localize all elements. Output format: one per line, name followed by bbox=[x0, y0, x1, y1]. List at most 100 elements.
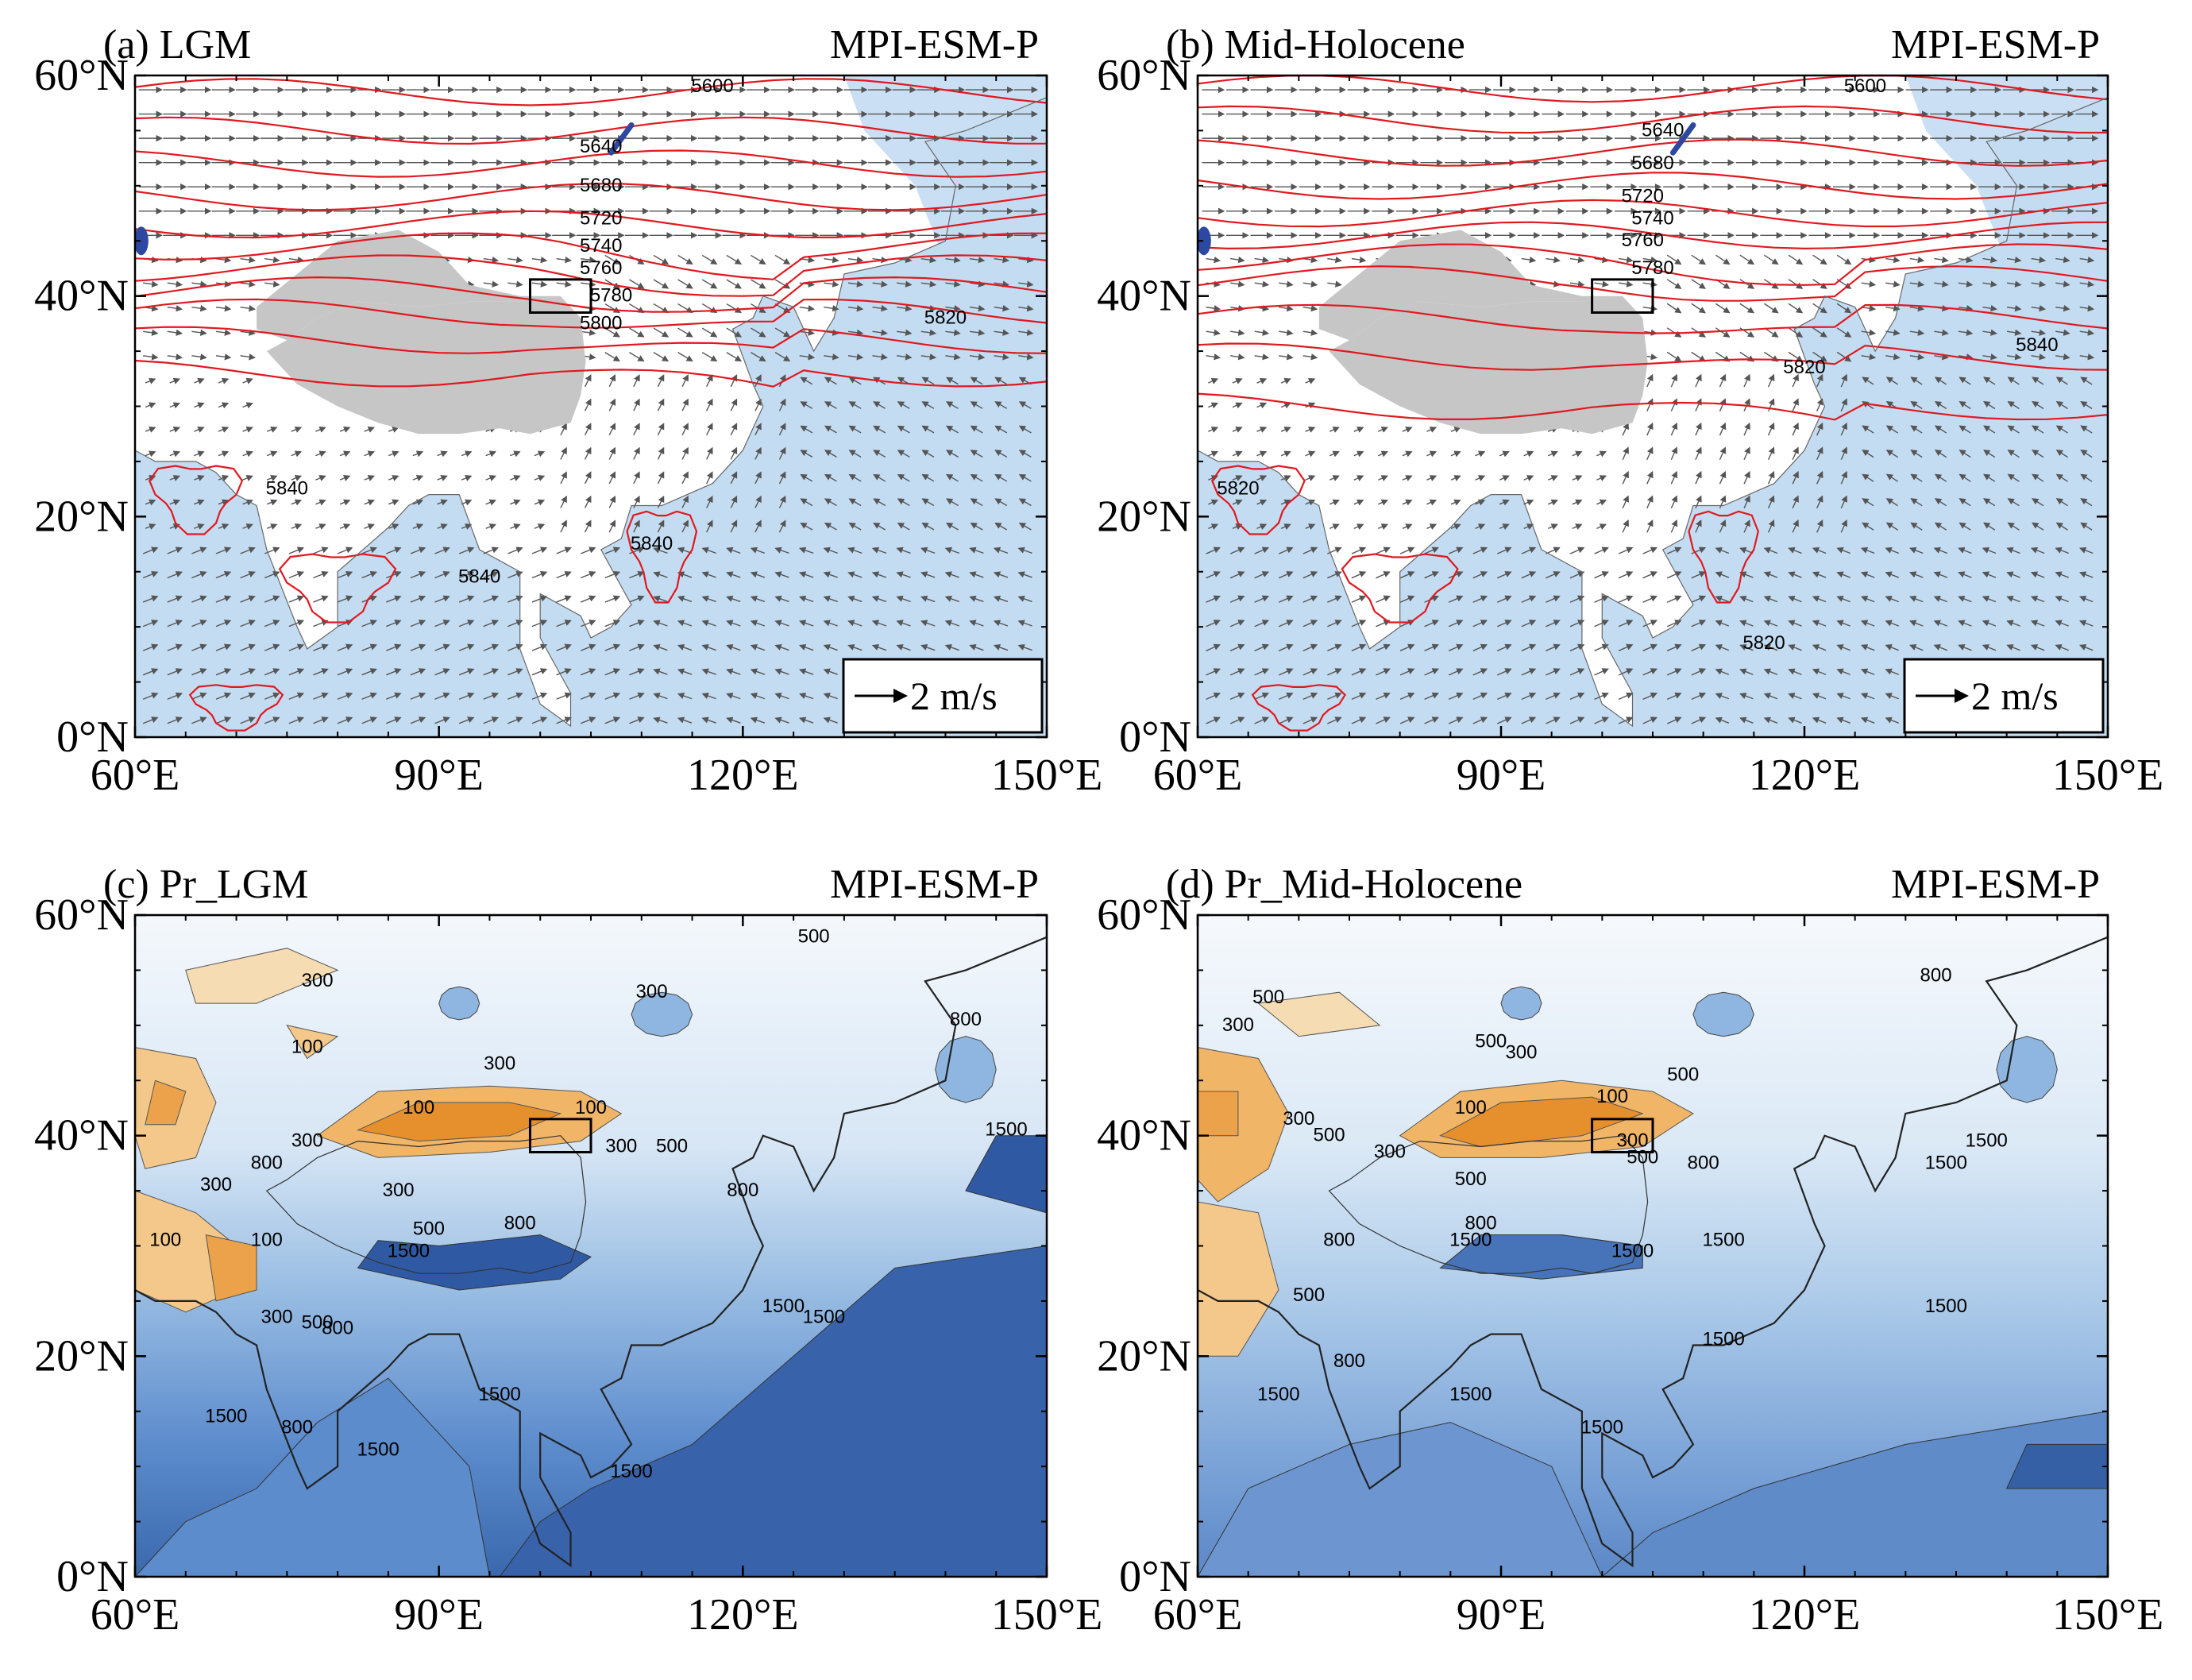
lat-tick-label: 0°N bbox=[56, 713, 129, 762]
model-name: MPI-ESM-P bbox=[830, 862, 1039, 907]
contour-label: 5720 bbox=[580, 207, 622, 229]
lat-tick-label: 0°N bbox=[1119, 713, 1191, 762]
contour-label: 5760 bbox=[580, 257, 622, 279]
lat-tick-label: 0°N bbox=[1119, 1552, 1191, 1601]
model-name: MPI-ESM-P bbox=[830, 22, 1039, 68]
contour-label: 100 bbox=[1455, 1097, 1487, 1118]
lat-tick-label: 60°N bbox=[1097, 890, 1191, 940]
contour-label: 5680 bbox=[1631, 153, 1673, 174]
contour-label: 800 bbox=[504, 1213, 536, 1234]
dry-regions bbox=[1198, 991, 1694, 1357]
lat-tick-label: 20°N bbox=[1097, 1331, 1191, 1381]
panel-label: (c) Pr_LGM bbox=[103, 862, 309, 907]
contour-label: 800 bbox=[1688, 1152, 1719, 1173]
lake-baikal bbox=[608, 122, 635, 156]
coastline bbox=[1198, 915, 2108, 1568]
contour-label: 800 bbox=[251, 1152, 283, 1173]
lon-tick-label: 150°E bbox=[991, 751, 1103, 800]
contour-label: 800 bbox=[1920, 964, 1952, 986]
contour-label: 1500 bbox=[803, 1307, 845, 1328]
contour-label: 100 bbox=[291, 1037, 323, 1058]
contour-label: 5780 bbox=[590, 285, 632, 307]
lon-tick-label: 150°E bbox=[2052, 751, 2164, 800]
lake-baikal bbox=[1669, 122, 1696, 156]
contour-label: 300 bbox=[383, 1180, 415, 1201]
contour-label: 300 bbox=[1505, 1041, 1537, 1063]
contour-label: 1500 bbox=[610, 1461, 652, 1482]
contour-label: 5760 bbox=[1622, 230, 1664, 251]
contour-label: 800 bbox=[322, 1318, 353, 1339]
reference-vector: 2 m/s bbox=[842, 658, 1044, 734]
contour-label: 500 bbox=[1455, 1168, 1487, 1190]
contour-label: 5840 bbox=[458, 566, 500, 588]
contour-label: 1500 bbox=[762, 1296, 805, 1317]
wet-regions bbox=[135, 1135, 1047, 1577]
contour-label: 5600 bbox=[1844, 75, 1886, 97]
lat-tick-label: 40°N bbox=[34, 272, 129, 321]
lon-tick-label: 90°E bbox=[394, 1590, 484, 1639]
contour-label: 1500 bbox=[1966, 1130, 2008, 1152]
panel-label: (a) LGM bbox=[103, 22, 251, 68]
contour-label: 800 bbox=[281, 1417, 313, 1439]
contour-label: 800 bbox=[1323, 1230, 1355, 1251]
contour-label: 100 bbox=[403, 1097, 434, 1118]
contour-label: 1500 bbox=[1449, 1384, 1492, 1405]
contour-label: 1500 bbox=[1581, 1417, 1623, 1439]
panel-label: (d) Pr_Mid-Holocene bbox=[1166, 862, 1522, 907]
lat-tick-label: 40°N bbox=[34, 1111, 129, 1161]
contour-label: 1500 bbox=[1257, 1384, 1299, 1405]
contour-label: 5740 bbox=[1631, 207, 1673, 229]
contour-label: 300 bbox=[302, 970, 334, 991]
contour-label: 1500 bbox=[1702, 1328, 1744, 1350]
contour-label: 800 bbox=[1465, 1213, 1497, 1234]
contour-label: 500 bbox=[1667, 1064, 1699, 1085]
contour-label: 5840 bbox=[266, 478, 308, 500]
contour-label: 5780 bbox=[1631, 257, 1673, 279]
lon-tick-label: 60°E bbox=[91, 1590, 180, 1639]
contour-label: 5820 bbox=[1217, 478, 1259, 500]
contour-label: 500 bbox=[1475, 1031, 1507, 1052]
contour-label: 5680 bbox=[580, 175, 622, 196]
lat-tick-label: 60°N bbox=[34, 51, 129, 100]
model-name: MPI-ESM-P bbox=[1891, 22, 2100, 68]
lon-tick-label: 60°E bbox=[1153, 1590, 1243, 1639]
contour-label: 500 bbox=[302, 1312, 334, 1334]
contour-label: 300 bbox=[1222, 1014, 1254, 1036]
contour-label: 500 bbox=[656, 1135, 688, 1157]
contour-label: 500 bbox=[1293, 1284, 1325, 1306]
contour-label: 500 bbox=[413, 1218, 445, 1240]
contour-label: 5840 bbox=[2016, 334, 2058, 356]
lon-tick-label: 90°E bbox=[394, 751, 484, 800]
lon-tick-label: 120°E bbox=[687, 751, 799, 800]
contour-label: 5820 bbox=[1742, 632, 1785, 654]
study-region-box bbox=[528, 1118, 592, 1153]
lon-tick-label: 60°E bbox=[91, 751, 180, 800]
contour-label: 1500 bbox=[1449, 1230, 1492, 1251]
contour-label: 100 bbox=[575, 1097, 607, 1118]
contour-label: 5840 bbox=[631, 533, 673, 554]
study-region-box bbox=[1591, 278, 1654, 314]
lon-tick-label: 150°E bbox=[2052, 1590, 2164, 1639]
contour-label: 300 bbox=[636, 981, 668, 1002]
contour-label: 5820 bbox=[924, 307, 967, 328]
lat-tick-label: 20°N bbox=[34, 1331, 129, 1381]
contour-label: 1500 bbox=[205, 1406, 247, 1427]
lat-tick-label: 40°N bbox=[1097, 272, 1191, 321]
reference-vector: 2 m/s bbox=[1903, 658, 2105, 734]
contour-label: 300 bbox=[200, 1174, 232, 1195]
contour-label: 5640 bbox=[580, 136, 622, 157]
tibetan-plateau-mask bbox=[266, 295, 586, 434]
coastline bbox=[135, 915, 1047, 1568]
contour-label: 1500 bbox=[1702, 1230, 1744, 1251]
lat-tick-label: 60°N bbox=[1097, 51, 1191, 100]
contour-label: 1500 bbox=[1925, 1296, 1967, 1317]
contour-label: 500 bbox=[1252, 987, 1284, 1008]
contour-label: 100 bbox=[251, 1230, 283, 1251]
contour-label: 1500 bbox=[388, 1240, 430, 1261]
contour-label: 300 bbox=[291, 1130, 323, 1152]
